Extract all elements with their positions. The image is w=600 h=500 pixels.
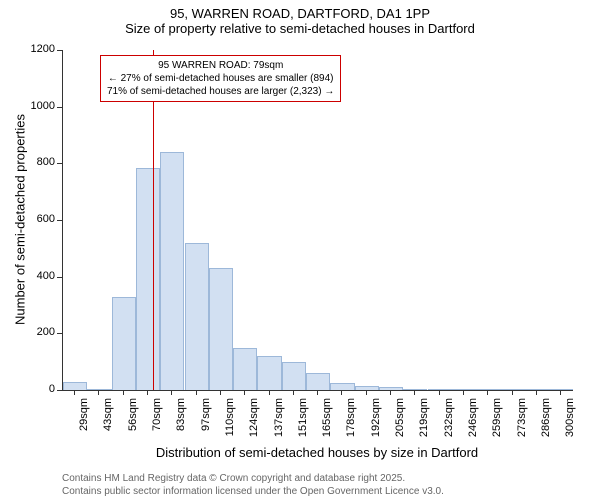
x-tick-label: 246sqm <box>467 398 479 442</box>
y-tick-mark <box>57 277 62 278</box>
x-tick-mark <box>98 390 99 395</box>
x-tick-mark <box>439 390 440 395</box>
x-tick-label: 286sqm <box>540 398 552 442</box>
x-tick-mark <box>317 390 318 395</box>
histogram-bar <box>160 152 184 390</box>
x-tick-label: 300sqm <box>564 398 576 442</box>
x-tick-label: 137sqm <box>273 398 285 442</box>
annotation-line1: 95 WARREN ROAD: 79sqm <box>107 59 334 72</box>
x-tick-mark <box>171 390 172 395</box>
x-tick-mark <box>463 390 464 395</box>
x-tick-label: 192sqm <box>370 398 382 442</box>
footer-attribution: Contains HM Land Registry data © Crown c… <box>62 472 444 498</box>
x-tick-label: 151sqm <box>297 398 309 442</box>
histogram-bar <box>136 168 160 390</box>
x-tick-label: 56sqm <box>127 398 139 442</box>
chart-container: 95, WARREN ROAD, DARTFORD, DA1 1PP Size … <box>0 0 600 500</box>
x-tick-label: 232sqm <box>443 398 455 442</box>
histogram-bar <box>63 382 87 391</box>
x-tick-mark <box>244 390 245 395</box>
y-tick-label: 800 <box>20 156 55 168</box>
histogram-bar <box>330 383 354 390</box>
x-tick-mark <box>74 390 75 395</box>
y-tick-label: 200 <box>20 326 55 338</box>
x-tick-mark <box>293 390 294 395</box>
x-tick-mark <box>536 390 537 395</box>
x-tick-mark <box>269 390 270 395</box>
x-tick-label: 205sqm <box>394 398 406 442</box>
x-tick-label: 29sqm <box>78 398 90 442</box>
x-tick-label: 219sqm <box>418 398 430 442</box>
x-tick-mark <box>366 390 367 395</box>
footer-line2: Contains public sector information licen… <box>62 485 444 498</box>
y-tick-label: 1200 <box>20 43 55 55</box>
y-tick-mark <box>57 390 62 391</box>
x-tick-mark <box>414 390 415 395</box>
x-tick-label: 97sqm <box>200 398 212 442</box>
y-tick-label: 400 <box>20 270 55 282</box>
histogram-bar <box>452 389 476 390</box>
histogram-bar <box>306 373 330 390</box>
histogram-bar <box>282 362 306 390</box>
y-tick-label: 1000 <box>20 100 55 112</box>
y-tick-label: 600 <box>20 213 55 225</box>
histogram-bar <box>112 297 136 391</box>
histogram-bar <box>549 389 573 390</box>
footer-line1: Contains HM Land Registry data © Crown c… <box>62 472 444 485</box>
histogram-bar <box>185 243 209 390</box>
chart-subtitle: Size of property relative to semi-detach… <box>0 21 600 40</box>
histogram-bar <box>87 389 111 390</box>
y-tick-mark <box>57 333 62 334</box>
annotation-line2: ← 27% of semi-detached houses are smalle… <box>107 72 334 85</box>
x-tick-label: 273sqm <box>516 398 528 442</box>
x-tick-label: 83sqm <box>175 398 187 442</box>
x-tick-mark <box>560 390 561 395</box>
y-tick-label: 0 <box>20 383 55 395</box>
y-tick-mark <box>57 50 62 51</box>
x-tick-mark <box>123 390 124 395</box>
x-tick-label: 165sqm <box>321 398 333 442</box>
x-tick-label: 110sqm <box>224 398 236 442</box>
histogram-bar <box>209 268 233 390</box>
y-tick-mark <box>57 220 62 221</box>
x-tick-mark <box>512 390 513 395</box>
x-tick-mark <box>147 390 148 395</box>
annotation-box: 95 WARREN ROAD: 79sqm← 27% of semi-detac… <box>100 55 341 102</box>
x-tick-mark <box>390 390 391 395</box>
x-axis-label: Distribution of semi-detached houses by … <box>62 445 572 460</box>
x-tick-label: 178sqm <box>345 398 357 442</box>
x-tick-mark <box>196 390 197 395</box>
x-tick-mark <box>487 390 488 395</box>
x-tick-label: 70sqm <box>151 398 163 442</box>
x-tick-label: 259sqm <box>491 398 503 442</box>
annotation-line3: 71% of semi-detached houses are larger (… <box>107 85 334 98</box>
y-tick-mark <box>57 107 62 108</box>
x-tick-label: 43sqm <box>102 398 114 442</box>
histogram-bar <box>428 389 452 390</box>
histogram-bar <box>257 356 281 390</box>
x-tick-mark <box>220 390 221 395</box>
chart-title: 95, WARREN ROAD, DARTFORD, DA1 1PP <box>0 0 600 21</box>
y-tick-mark <box>57 163 62 164</box>
x-tick-mark <box>341 390 342 395</box>
histogram-bar <box>233 348 257 391</box>
x-tick-label: 124sqm <box>248 398 260 442</box>
